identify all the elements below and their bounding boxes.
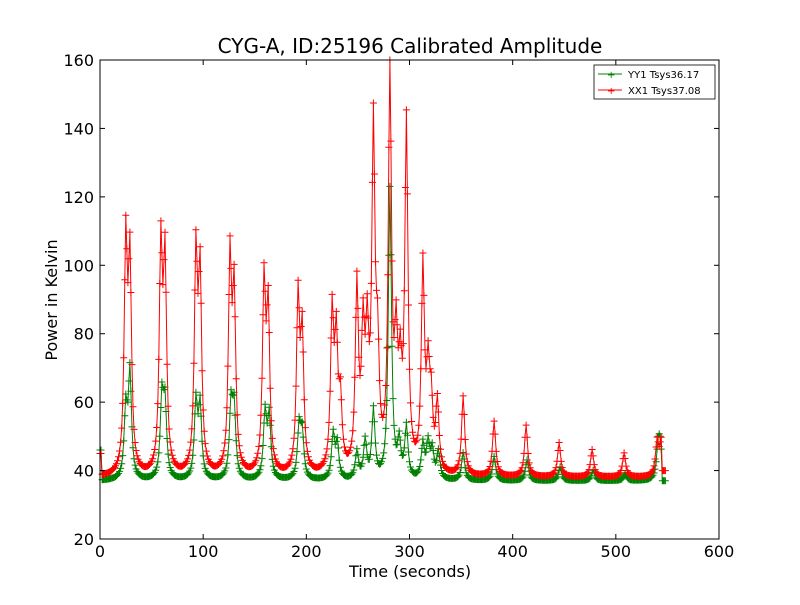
y-tick-label: 80 xyxy=(74,325,94,344)
legend-box xyxy=(593,64,716,100)
x-tick-label: 300 xyxy=(394,542,425,561)
plot-data-layer xyxy=(96,56,669,485)
legend-label-yy1: YY1 Tsys36.17 xyxy=(627,70,699,81)
axis-ticks: 0 100 200 300 400 500 600 20 40 60 80 100 120 140 160 xyxy=(63,51,734,561)
y-tick-label: 100 xyxy=(63,256,94,275)
y-axis-label: Power in Kelvin xyxy=(42,239,61,360)
chart-title: CYG-A, ID:25196 Calibrated Amplitude xyxy=(218,34,603,58)
y-tick-label: 140 xyxy=(63,119,94,138)
x-tick-label: 200 xyxy=(291,542,322,561)
x-tick-label: 400 xyxy=(497,542,528,561)
series-xx1 xyxy=(96,56,669,480)
x-axis-label: Time (seconds) xyxy=(348,562,471,581)
y-tick-label: 60 xyxy=(74,393,94,412)
legend-marker-xx1: + xyxy=(607,86,615,97)
y-tick-label: 40 xyxy=(74,462,94,481)
y-tick-label: 120 xyxy=(63,188,94,207)
x-tick-label: 500 xyxy=(601,542,632,561)
legend: + YY1 Tsys36.17 + XX1 Tsys37.08 xyxy=(593,64,716,100)
x-tick-label: 100 xyxy=(188,542,219,561)
x-tick-label: 0 xyxy=(95,542,105,561)
x-tick-label: 600 xyxy=(704,542,735,561)
y-tick-label: 160 xyxy=(63,51,94,70)
y-tick-label: 20 xyxy=(74,530,94,549)
legend-marker-yy1: + xyxy=(607,70,615,81)
legend-label-xx1: XX1 Tsys37.08 xyxy=(628,86,701,97)
